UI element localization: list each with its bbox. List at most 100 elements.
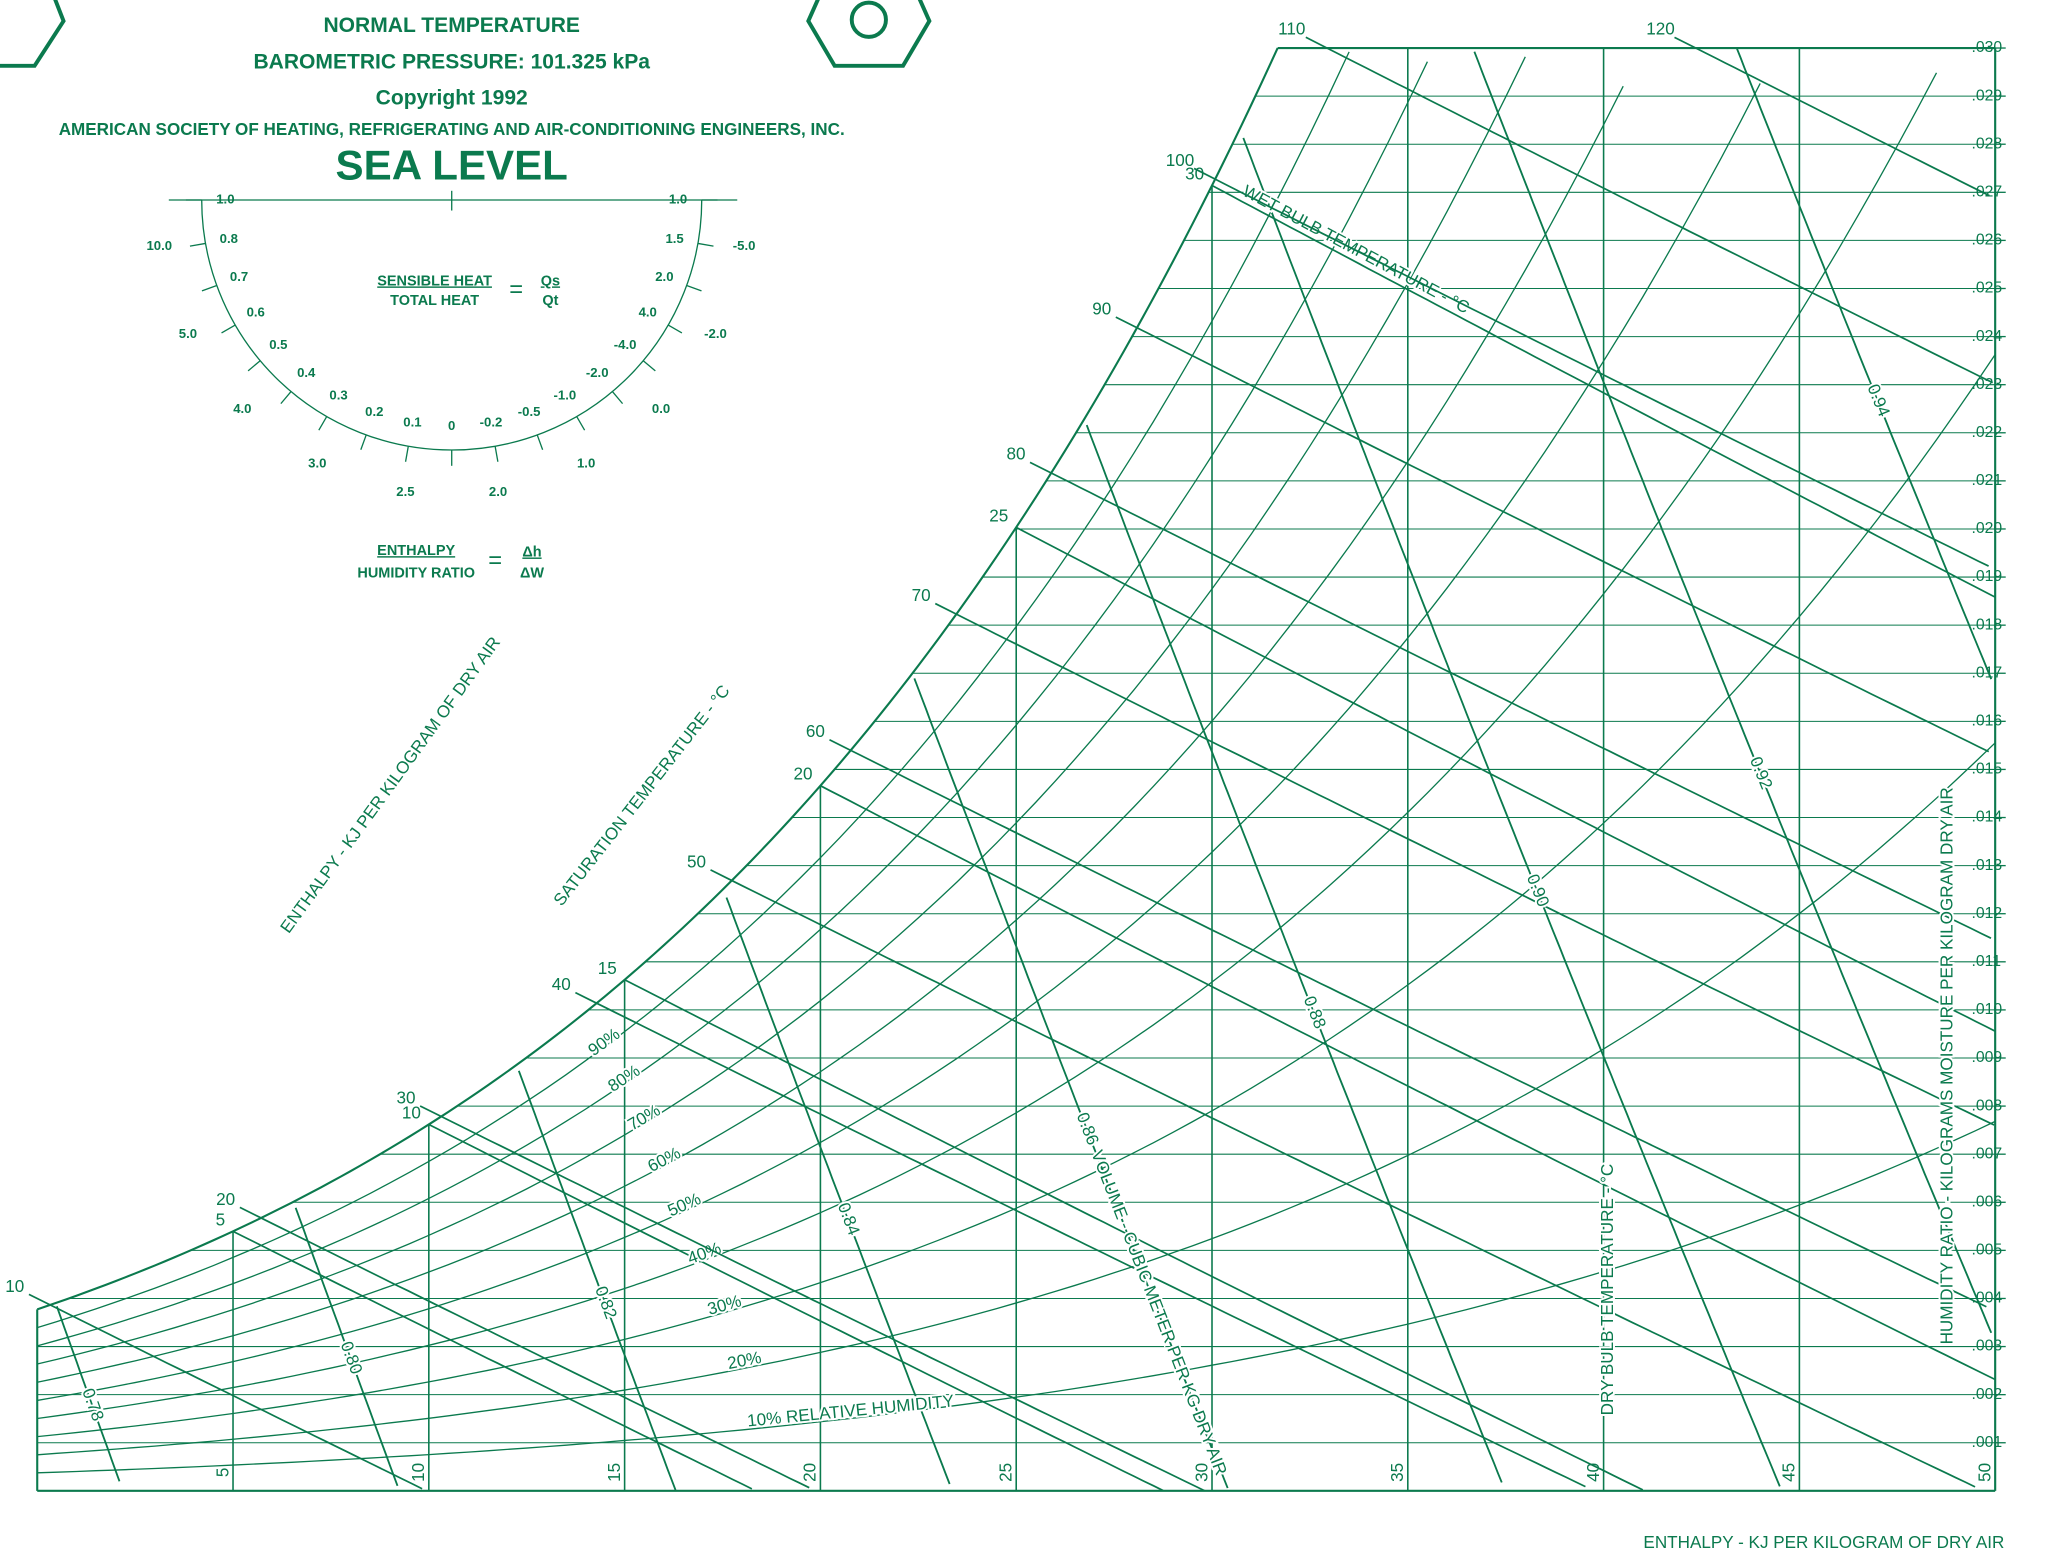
protractor-tick [318,416,328,431]
protractor-tick [280,391,292,405]
y-tick-label: .005 [1972,1242,2003,1259]
enthalpy-line [419,1105,1206,1492]
relative-humidity-label: 20% [726,1348,763,1373]
protractor-label: 0.7 [230,269,248,284]
relative-humidity-line [37,83,1761,1402]
saturation-curve [36,47,1279,1311]
enthalpy-line [28,1293,423,1490]
header-title: SEA LEVEL [336,142,568,189]
protractor-label: 4.0 [233,401,251,416]
logo [0,0,66,68]
protractor-label: -1.0 [554,387,577,402]
volume-label: 0.78 [78,1386,107,1424]
volume-line [294,1207,399,1487]
x-tick-label: 30 [1192,1463,1211,1482]
protractor-text: = [488,548,502,574]
enthalpy-title: ENTHALPY - KJ PER KILOGRAM OF DRY AIR [277,633,505,936]
relative-humidity-line [37,1120,1996,1474]
volume-line [913,678,1229,1489]
wet-bulb-label: 5 [216,1210,226,1229]
x-tick-label: 35 [1388,1463,1407,1482]
volume-title: VOLUME - CUBIC METER PER KG DRY AIR [1087,1148,1230,1478]
y-tick-label: .028 [1972,135,2003,152]
y-tick-label: .012 [1972,905,2003,922]
y-tick-label: .029 [1972,87,2003,104]
protractor-tick [642,360,656,372]
enthalpy-line [1029,461,1992,939]
protractor-label: 0.2 [365,404,383,419]
protractor-text: HUMIDITY RATIO [357,566,475,582]
wet-bulb-title: WET BULB TEMPERATURE - °C [1240,181,1473,317]
volume-line [517,1070,677,1491]
protractor-arc [201,200,703,451]
y-tick-label: .011 [1972,953,2002,970]
protractor-text: ΔW [520,566,544,582]
protractor-tick [247,360,261,372]
relative-humidity-line [37,72,1938,1420]
protractor-tick [494,446,499,462]
protractor-label: 0.0 [652,401,670,416]
enthalpy-line [710,869,1976,1488]
enthalpy-line [575,991,1586,1488]
enthalpy-label: 20 [216,1190,235,1209]
relative-humidity-label: 30% [705,1291,743,1319]
protractor-label: 2.0 [655,269,673,284]
y-tick-label: .027 [1972,183,2003,200]
x-tick-label: 50 [1975,1463,1994,1482]
y-tick-label: .001 [1972,1434,2003,1451]
volume-label: 0.80 [337,1339,366,1377]
wet-bulb-line [1211,184,1996,598]
protractor-tick [201,284,218,292]
protractor-tick [189,242,206,247]
enthalpy-line [1674,36,1990,197]
protractor-tick [536,434,544,451]
relative-humidity-label: 50% [665,1189,704,1220]
chart-annotations: .001 .002 .003 .004 .005 .006 .007 .008 .009 .010… [5,20,2006,1552]
relative-humidity-line [37,742,1996,1456]
protractor-label: 10.0 [147,238,173,253]
enthalpy-label: 90 [1092,299,1111,318]
enthalpy-line [829,738,1987,1308]
wet-bulb-label: 15 [598,959,617,978]
y-tick-label: .003 [1972,1338,2003,1355]
volume-line [1085,424,1503,1483]
protractor-label: 0.4 [297,365,316,380]
protractor-label: -0.5 [518,404,541,419]
x-tick-label: 40 [1584,1463,1603,1482]
volume-label: 0.88 [1300,993,1330,1031]
relative-humidity-line [37,51,1350,1329]
protractor-text: SENSIBLE HEAT [377,273,492,289]
y-tick-label: .021 [1972,472,2003,489]
volume-label: 0.86 [1073,1110,1103,1148]
header-line: BAROMETRIC PRESSURE: 101.325 kPa [253,51,650,74]
header-line: NORMAL TEMPERATURE [323,14,579,37]
enthalpy-title: ENTHALPY - KJ PER KILOGRAM OF DRY AIR [1643,1533,2004,1552]
protractor: SENSIBLE HEAT TOTAL HEAT = Qs Qt ENTHALP… [147,190,755,582]
y-tick-label: .015 [1972,761,2003,778]
protractor-label: 1.0 [577,455,595,470]
protractor-tick [576,416,586,431]
volume-line [1473,51,1993,1334]
protractor-label: 2.5 [396,484,414,499]
wet-bulb-label: 10 [402,1103,421,1122]
enthalpy-label: 120 [1646,20,1675,39]
relative-humidity-label: 10% RELATIVE HUMIDITY [746,1391,955,1430]
enthalpy-label: 80 [1006,445,1025,464]
enthalpy-line [1193,167,1989,567]
y-tick-label: .019 [1972,568,2003,585]
chart-region [37,48,1996,1491]
x-tick-label: 45 [1780,1463,1799,1482]
y-tick-label: .006 [1972,1193,2003,1210]
saturation-title: SATURATION TEMPERATURE - °C [550,682,734,910]
wet-bulb-line [428,1123,1164,1491]
volume-line [1735,48,1993,680]
header-line: Copyright 1992 [376,86,528,109]
protractor-tick [697,242,714,247]
x-axis-title: DRY BULB TEMPERATURE - °C [1598,1164,1617,1416]
header-line: AMERICAN SOCIETY OF HEATING, REFRIGERATI… [59,120,845,139]
enthalpy-label: 70 [912,586,931,605]
y-tick-label: .023 [1972,376,2003,393]
y-tick-label: .017 [1972,664,2003,681]
y-tick-label: .009 [1972,1049,2003,1066]
